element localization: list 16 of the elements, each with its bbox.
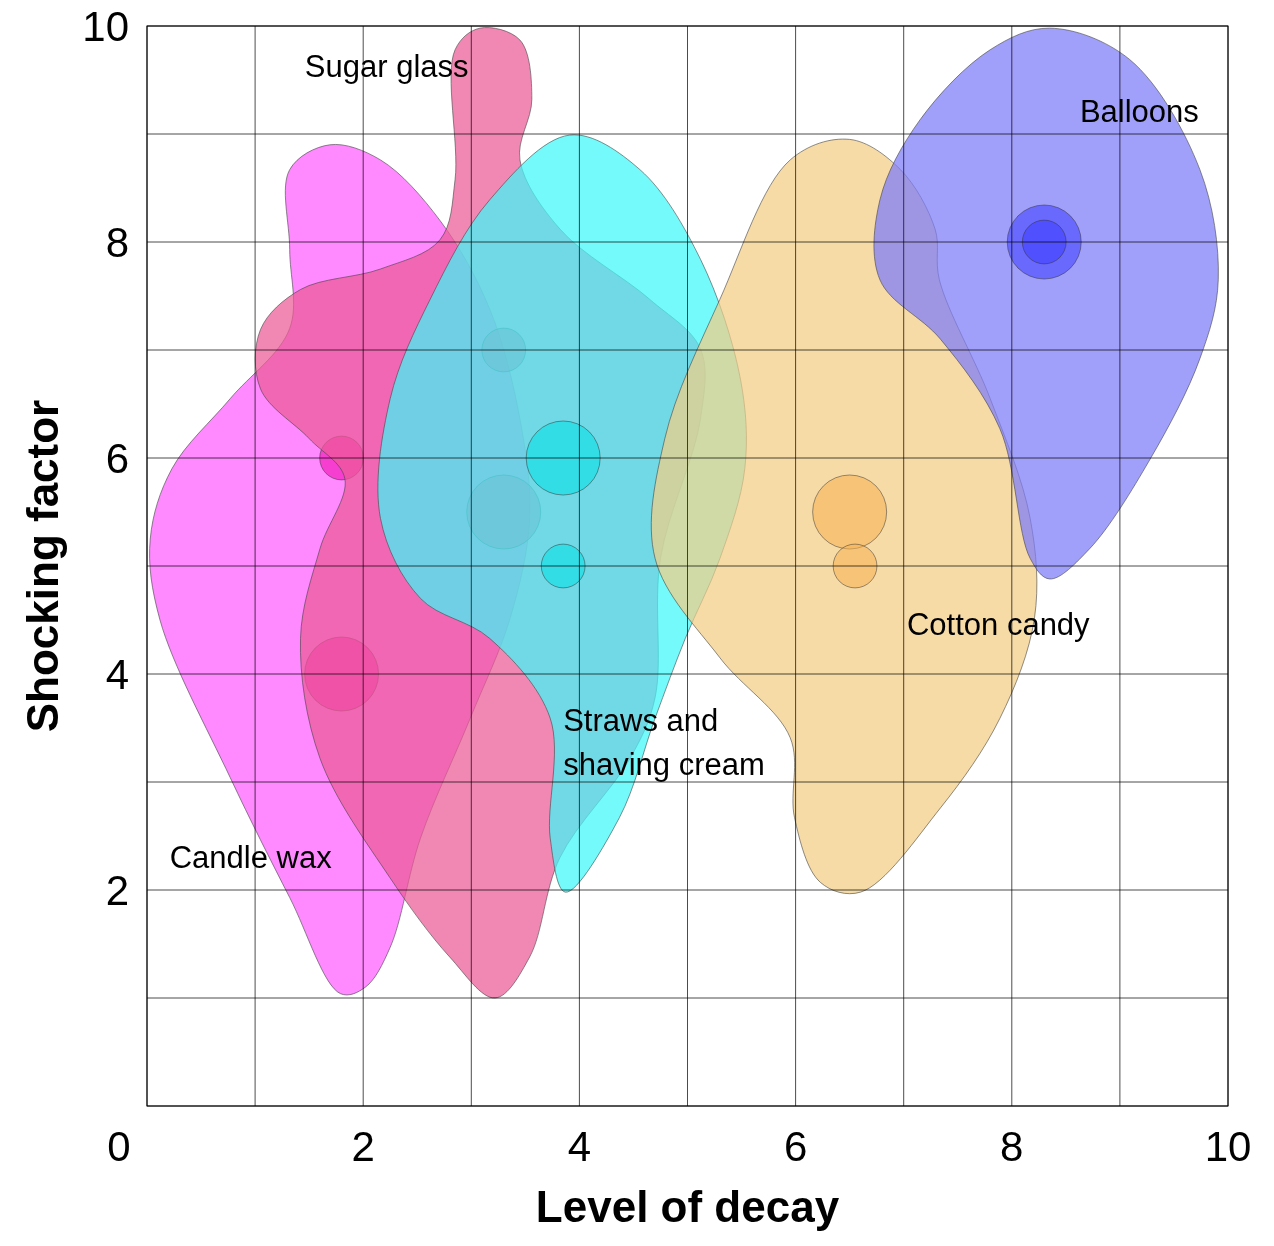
series-label: Balloons [1079,94,1199,130]
y-tick-label: 8 [105,219,129,266]
y-tick-label: 10 [82,3,129,50]
x-tick-label: 4 [567,1123,592,1170]
x-tick-label: 2 [351,1123,375,1170]
y-tick-label: 4 [105,651,129,698]
series-label: Sugar glass [304,48,469,84]
y-axis-title: Shocking factor [18,399,67,733]
x-axis-title: Level of decay [535,1182,840,1231]
x-tick-label: 10 [1204,1123,1252,1170]
y-tick-label: 6 [105,435,129,482]
series-label: Candle wax [169,840,333,876]
x-tick-label: 6 [783,1123,808,1170]
x-tick-label: 8 [1000,1123,1024,1170]
y-tick-label: 2 [105,867,129,914]
x-tick-label: 0 [107,1123,131,1170]
